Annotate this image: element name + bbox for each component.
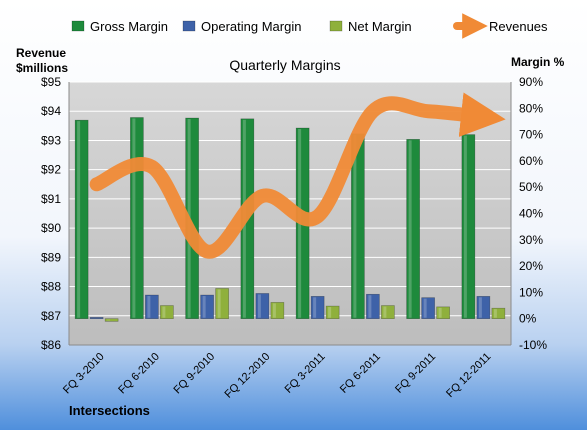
bar-operating-margin <box>310 296 325 320</box>
legend-swatch <box>329 20 343 32</box>
legend-label: Gross Margin <box>90 19 168 34</box>
bar-highlight <box>162 306 166 318</box>
bar-operating-margin <box>200 294 214 319</box>
bar-highlight <box>257 294 261 318</box>
revenue-line <box>89 92 506 259</box>
chart-title: Quarterly Margins <box>229 57 340 73</box>
bar-operating-margin <box>421 297 435 320</box>
y-right-tick-label: 90% <box>519 75 543 89</box>
y-right-tick-label: 30% <box>519 233 543 247</box>
bar-net-margin <box>325 305 340 319</box>
y-right-tick-label: 10% <box>519 285 543 299</box>
bar-highlight <box>272 303 276 318</box>
bar-highlight <box>423 298 427 318</box>
y-left-tick-label: $95 <box>41 75 61 89</box>
y-right-tick-label: 80% <box>519 101 543 115</box>
bar-highlight <box>202 296 206 318</box>
bar-highlight <box>147 296 151 318</box>
y-left-tick-label: $91 <box>41 192 61 206</box>
y-left-tick-label: $90 <box>41 221 61 235</box>
legend-swatch <box>182 20 196 32</box>
footer-label: Intersections <box>69 403 150 418</box>
bar-highlight <box>368 295 372 318</box>
y-right-label: Margin % <box>511 55 565 69</box>
bar-operating-margin <box>145 294 159 319</box>
y-left-tick-label: $88 <box>41 280 61 294</box>
bar-highlight <box>383 306 387 318</box>
y-right-tick-label: -10% <box>519 338 547 352</box>
legend-label: Revenues <box>489 19 548 34</box>
bar-highlight <box>478 297 482 318</box>
y-right-tick-label: 70% <box>519 128 543 142</box>
legend-label: Operating Margin <box>201 19 301 34</box>
y-left-tick-label: $89 <box>41 250 61 264</box>
bar-operating-margin <box>89 317 104 320</box>
bar-highlight <box>353 134 357 318</box>
bar-gross-margin <box>130 117 144 320</box>
bar-net-margin <box>215 288 229 319</box>
bar-highlight <box>438 307 442 318</box>
y-right-tick-label: 20% <box>519 259 543 273</box>
bar-highlight <box>493 309 497 318</box>
bar-highlight <box>217 289 221 318</box>
bar-gross-margin <box>74 119 89 320</box>
bar-highlight <box>408 140 412 318</box>
y-right-tick-label: 0% <box>519 312 537 326</box>
bar-net-margin <box>436 306 450 319</box>
bar-net-margin <box>491 307 506 319</box>
y-left-label-line2: $millions <box>16 61 68 75</box>
bar-highlight <box>132 118 136 318</box>
y-left-tick-label: $93 <box>41 133 61 147</box>
y-right-tick-label: 60% <box>519 154 543 168</box>
y-left-label-line1: Revenue <box>16 46 66 60</box>
bar-gross-margin <box>461 134 476 320</box>
bar-highlight <box>328 307 332 318</box>
bar-operating-margin <box>255 293 270 319</box>
bar-gross-margin <box>406 139 420 319</box>
bar-highlight <box>77 121 81 318</box>
bar-highlight <box>313 297 317 318</box>
line-revenues <box>89 92 506 259</box>
bar-net-margin <box>381 305 395 319</box>
y-left-tick-label: $87 <box>41 309 61 323</box>
bar-highlight <box>463 135 467 318</box>
y-right-tick-label: 40% <box>519 207 543 221</box>
bar-operating-margin <box>366 293 380 319</box>
legend: Gross Margin Operating Margin Net Margin Re… <box>71 13 548 39</box>
y-right-tick-label: 50% <box>519 180 543 194</box>
y-left-tick-label: $92 <box>41 163 61 177</box>
bar-operating-margin <box>476 296 491 320</box>
bar-net-margin <box>160 305 174 319</box>
y-left-tick-label: $94 <box>41 104 61 118</box>
y-left-tick-label: $86 <box>41 338 61 352</box>
bar-net-margin <box>104 318 119 322</box>
legend-label: Net Margin <box>348 19 412 34</box>
legend-swatch <box>71 20 85 32</box>
bar-highlight <box>107 319 111 321</box>
bar-net-margin <box>270 302 285 320</box>
